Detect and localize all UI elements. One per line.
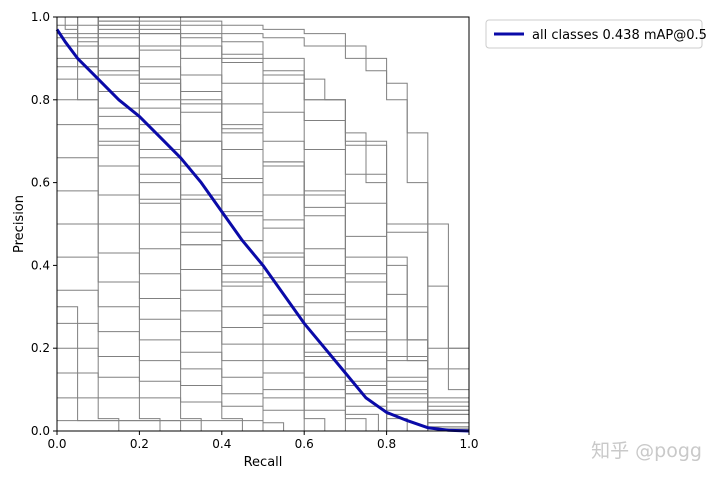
x-tick-label: 0.4 — [212, 437, 231, 451]
series-line-all-classes — [55, 28, 470, 433]
legend-entry-all-classes: all classes 0.438 mAP@0.5 — [532, 28, 707, 43]
y-tick-label: 0.0 — [31, 424, 50, 438]
x-tick-label: 0.0 — [47, 437, 66, 451]
x-axis-ticks: 0.0 0.2 0.4 0.6 0.8 1.0 — [47, 431, 479, 451]
legend: all classes 0.438 mAP@0.5 — [485, 19, 707, 49]
plot-frame — [56, 16, 470, 432]
class-curve-32 — [57, 16, 470, 431]
class-curve-26 — [57, 306, 264, 431]
y-tick-label: 1.0 — [31, 10, 50, 24]
class-curve-24 — [57, 397, 120, 431]
x-tick-label: 1.0 — [459, 437, 478, 451]
watermark: 知乎 @pogg — [591, 440, 702, 462]
x-axis-label: Recall — [244, 455, 283, 470]
class-curve-21 — [57, 322, 243, 431]
legend-box — [485, 19, 703, 49]
y-tick-label: 0.6 — [31, 176, 50, 190]
y-axis-ticks: 0.0 0.2 0.4 0.6 0.8 1.0 — [31, 10, 57, 438]
mean-curve-group — [55, 28, 470, 433]
x-tick-label: 0.2 — [130, 437, 149, 451]
y-axis-label: Precision — [12, 195, 27, 253]
y-tick-label: 0.8 — [31, 93, 50, 107]
class-curve-35 — [57, 66, 388, 431]
class-curve-23 — [57, 372, 161, 431]
y-tick-label: 0.4 — [31, 258, 50, 272]
x-tick-label: 0.8 — [377, 437, 396, 451]
class-curve-34 — [57, 45, 429, 431]
class-curve-33 — [57, 37, 470, 431]
x-tick-label: 0.6 — [295, 437, 314, 451]
y-tick-label: 0.2 — [31, 341, 50, 355]
